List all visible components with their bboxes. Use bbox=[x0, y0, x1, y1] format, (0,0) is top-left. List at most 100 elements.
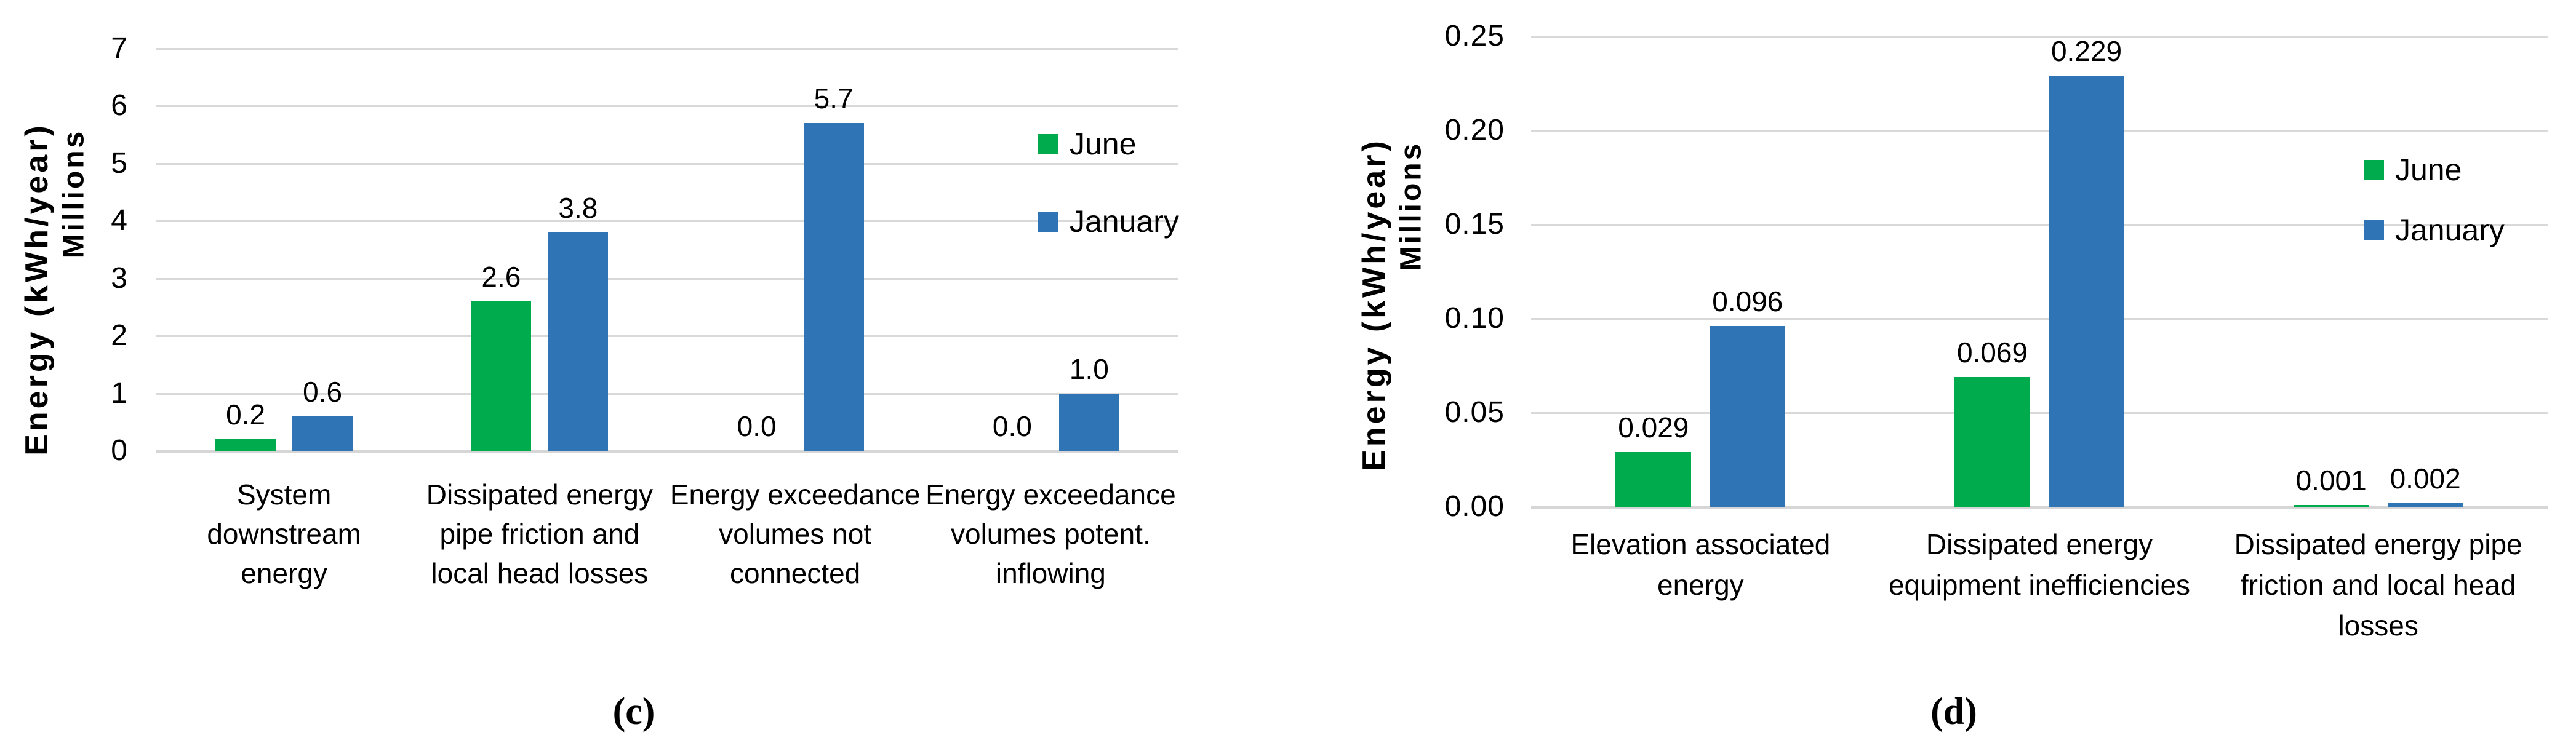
bar-value-label: 0.096 bbox=[1712, 285, 1783, 318]
x-axis-line bbox=[1531, 506, 2548, 509]
category-label-0: Elevation associated energy bbox=[1534, 524, 1866, 605]
y-tick-label: 3 bbox=[111, 261, 128, 295]
legend-label-june: June bbox=[1070, 127, 1137, 161]
legend-swatch-january bbox=[2364, 220, 2384, 240]
panel-caption-c: (c) bbox=[612, 691, 655, 733]
y-tick-label: 1 bbox=[111, 376, 128, 410]
bar-january-3 bbox=[1058, 393, 1119, 451]
category-label-line: Energy exceedance bbox=[926, 479, 1176, 511]
bar-value-label: 0.0 bbox=[992, 410, 1032, 442]
bar-january-1 bbox=[2049, 76, 2124, 507]
chart-d: Energy (kWh/year) Millions 0.00 0.05 0.10 0… bbox=[1288, 0, 2576, 751]
category-label-line: Energy exceedance bbox=[670, 479, 921, 511]
y-tick-label: 0.20 bbox=[1444, 114, 1505, 146]
y-tick-label: 0 bbox=[111, 434, 128, 467]
legend: June January bbox=[1038, 124, 1179, 241]
bar-value-label: 0.029 bbox=[1618, 411, 1689, 444]
bar-value-label: 3.8 bbox=[558, 191, 598, 224]
bar-june-0 bbox=[215, 439, 276, 451]
y-tick-label: 0.15 bbox=[1444, 208, 1505, 240]
legend-swatch-june bbox=[2364, 159, 2384, 180]
category-label-line: friction and local head bbox=[2240, 569, 2516, 601]
y-tick-label: 0.05 bbox=[1444, 396, 1505, 429]
category-label-line: Dissipated energy pipe bbox=[2234, 528, 2522, 560]
category-label-line: pipe friction and bbox=[439, 518, 640, 550]
y-tick-label: 5 bbox=[111, 146, 128, 180]
legend-item-june: June bbox=[2364, 150, 2505, 189]
category-label-2: Dissipated energy pipe friction and local… bbox=[2212, 524, 2545, 646]
bar-value-label: 0.002 bbox=[2390, 462, 2461, 495]
y-tick-label: 6 bbox=[111, 89, 128, 122]
category-label-line: inflowing bbox=[995, 557, 1106, 589]
y-tick-label: 2 bbox=[111, 319, 128, 352]
bar-january-2 bbox=[803, 123, 864, 451]
gridline bbox=[1531, 224, 2548, 226]
y-tick-label: 0.10 bbox=[1444, 302, 1505, 335]
x-axis-line bbox=[156, 450, 1178, 453]
gridline bbox=[156, 277, 1178, 280]
category-label-line: Dissipated energy bbox=[426, 479, 653, 511]
legend-swatch-january bbox=[1038, 211, 1058, 232]
category-label-line: volumes not bbox=[719, 518, 872, 550]
category-label-line: Elevation associated bbox=[1570, 528, 1831, 560]
category-label-line: System bbox=[236, 479, 332, 511]
y-tick-label: 0.00 bbox=[1444, 490, 1505, 523]
legend-item-january: January bbox=[2364, 210, 2505, 250]
gridline bbox=[156, 335, 1178, 338]
category-label-line: energy bbox=[1657, 569, 1744, 601]
bar-january-0 bbox=[1710, 326, 1786, 507]
legend: June January bbox=[2364, 150, 2505, 250]
gridline bbox=[156, 48, 1178, 50]
y-axis-title: Energy (kWh/year) bbox=[1356, 138, 1392, 471]
gridline bbox=[156, 162, 1178, 165]
bar-value-label: 0.001 bbox=[2295, 464, 2367, 496]
category-label-line: volumes potent. bbox=[951, 518, 1151, 550]
gridline bbox=[1531, 36, 2548, 38]
legend-item-january: January bbox=[1038, 202, 1179, 241]
bar-june-1 bbox=[471, 301, 532, 451]
bar-january-1 bbox=[548, 232, 609, 451]
legend-label-january: January bbox=[2395, 213, 2505, 247]
category-label-line: local head losses bbox=[431, 557, 649, 589]
bar-january-2 bbox=[2387, 503, 2463, 507]
category-label-line: equipment inefficiencies bbox=[1888, 569, 2191, 601]
category-label-line: Dissipated energy bbox=[1926, 528, 2153, 560]
chart-c: Energy (kWh/year) Millions 0 1 2 3 4 5 6 7 0.2 2.… bbox=[19, 32, 1179, 733]
y-tick-label: 0.25 bbox=[1444, 20, 1505, 52]
category-label-line: connected bbox=[729, 557, 861, 589]
legend-swatch-june bbox=[1038, 133, 1058, 154]
gridline bbox=[1531, 412, 2548, 414]
bar-value-label: 1.0 bbox=[1069, 352, 1109, 385]
bar-june-1 bbox=[1954, 376, 2030, 507]
bar-june-2 bbox=[2293, 504, 2369, 507]
bar-value-label: 0.2 bbox=[226, 399, 266, 431]
category-label-3: Energy exceedance volumes potent. inflowin… bbox=[924, 475, 1177, 593]
gridline bbox=[156, 220, 1178, 223]
category-label-1: Dissipated energy pipe friction and local … bbox=[414, 475, 666, 593]
bar-value-label: 0.069 bbox=[1956, 336, 2028, 368]
category-label-line: downstream bbox=[207, 518, 361, 550]
bar-june-0 bbox=[1615, 452, 1692, 507]
category-label-line: energy bbox=[241, 557, 327, 589]
y-tick-label: 7 bbox=[111, 32, 128, 65]
gridline bbox=[1531, 318, 2548, 320]
gridline bbox=[156, 105, 1178, 108]
bar-january-0 bbox=[292, 416, 353, 451]
bar-value-label: 0.6 bbox=[303, 375, 343, 408]
legend-label-june: June bbox=[2395, 153, 2462, 187]
legend-item-june: June bbox=[1038, 124, 1179, 164]
panel-caption-d: (d) bbox=[1930, 691, 1977, 733]
gridline bbox=[1531, 130, 2548, 132]
bar-value-label: 0.0 bbox=[737, 410, 777, 442]
bar-value-label: 2.6 bbox=[481, 261, 521, 293]
category-label-0: System downstream energy bbox=[158, 475, 410, 593]
legend-label-january: January bbox=[1070, 204, 1179, 239]
gridline bbox=[156, 392, 1178, 395]
bar-value-label: 5.7 bbox=[814, 82, 854, 115]
y-tick-label: 4 bbox=[111, 204, 128, 237]
bar-value-label: 0.229 bbox=[2050, 35, 2122, 68]
category-label-1: Dissipated energy equipment inefficiencie… bbox=[1873, 524, 2206, 605]
category-label-line: losses bbox=[2338, 610, 2418, 642]
category-label-2: Energy exceedance volumes not connected bbox=[669, 475, 921, 593]
